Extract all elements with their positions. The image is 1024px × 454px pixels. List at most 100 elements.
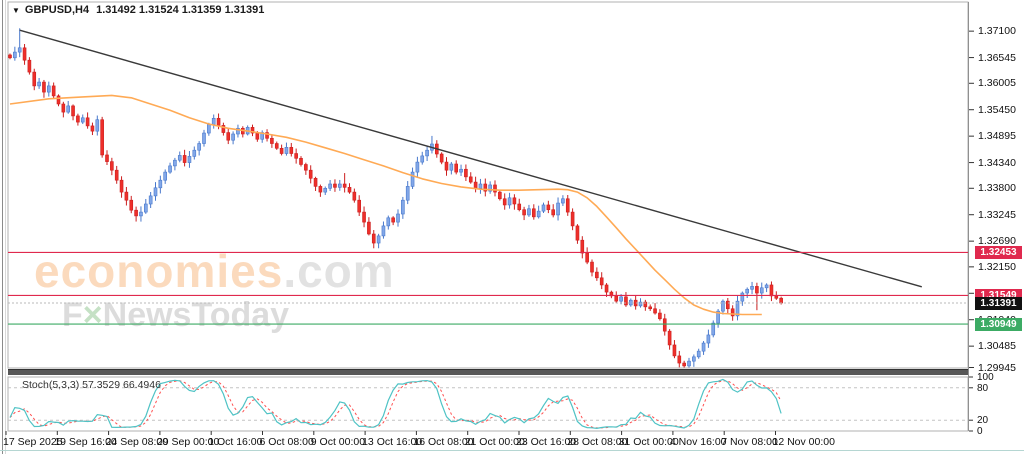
ma-line[interactable] xyxy=(9,94,762,316)
candle-body xyxy=(551,209,556,216)
candle-body xyxy=(313,177,318,187)
candle-body xyxy=(192,149,197,157)
candle-body xyxy=(265,132,269,139)
candle-body xyxy=(129,199,134,211)
candle-body xyxy=(517,203,522,211)
candle-body xyxy=(507,197,512,206)
candle-body xyxy=(595,271,599,279)
candle-body xyxy=(279,147,284,154)
candle-body xyxy=(56,95,61,105)
candle-body xyxy=(439,153,444,163)
candle-body xyxy=(706,334,711,344)
candle-body xyxy=(527,208,531,216)
candle-body xyxy=(464,168,468,178)
watermark-brand: economies xyxy=(34,245,284,297)
watermark: economies.com F×NewsToday xyxy=(34,248,395,332)
candle-body xyxy=(22,47,27,61)
candle-body xyxy=(716,310,720,324)
candle-body xyxy=(415,161,420,173)
candle-body xyxy=(498,191,502,200)
candle-body xyxy=(502,198,507,206)
candle-body xyxy=(357,199,362,213)
stoch-main-line xyxy=(9,378,782,430)
candle-body xyxy=(396,213,400,223)
candle-body xyxy=(352,191,357,201)
candle-body xyxy=(148,195,153,205)
panel-splitter[interactable] xyxy=(8,369,968,375)
candle-body xyxy=(493,184,497,193)
candle-body xyxy=(638,301,643,307)
candlestick-series xyxy=(8,28,783,368)
candle-body xyxy=(619,296,623,302)
candle-body xyxy=(759,287,764,294)
candle-body xyxy=(580,239,585,254)
candle-body xyxy=(624,296,628,306)
candle-body xyxy=(599,277,604,286)
window-left-border-inner xyxy=(5,0,6,454)
candle-body xyxy=(173,159,177,167)
collapse-triangle-icon[interactable]: ▼ xyxy=(12,6,20,15)
candle-body xyxy=(575,225,580,241)
trendline[interactable] xyxy=(19,29,922,288)
candle-body xyxy=(250,127,255,134)
candle-body xyxy=(701,342,706,352)
candle-body xyxy=(696,350,701,358)
candle-body xyxy=(667,330,672,346)
candle-body xyxy=(687,360,691,367)
candle-body xyxy=(216,117,221,126)
candle-body xyxy=(80,117,85,123)
candle-body xyxy=(168,165,172,173)
candle-body xyxy=(110,161,114,171)
candle-body xyxy=(391,217,395,223)
candle-body xyxy=(755,286,759,294)
candle-body xyxy=(207,124,211,134)
candle-body xyxy=(735,300,740,317)
candle-body xyxy=(163,171,167,181)
candle-body xyxy=(677,355,682,364)
candle-body xyxy=(119,179,124,193)
candle-body xyxy=(764,284,769,289)
candle-body xyxy=(648,306,653,310)
chart-title: ▼ GBPUSD,H4 1.31492 1.31524 1.31359 1.3139… xyxy=(12,4,264,16)
candle-body xyxy=(745,288,750,294)
candle-body xyxy=(367,221,371,235)
candle-body xyxy=(488,184,492,192)
candle-body xyxy=(318,186,323,193)
candle-body xyxy=(468,176,473,183)
candle-body xyxy=(114,169,119,181)
candle-body xyxy=(662,318,667,332)
candle-body xyxy=(13,51,17,59)
candle-body xyxy=(672,344,677,357)
candle-body xyxy=(779,297,783,304)
candle-body xyxy=(177,155,182,161)
candle-body xyxy=(90,125,95,132)
candle-body xyxy=(202,132,206,144)
candle-body xyxy=(381,225,386,237)
candle-body xyxy=(255,132,260,140)
candle-body xyxy=(483,183,488,192)
candle-body xyxy=(236,127,240,135)
price-label-box: 1.32453 xyxy=(975,245,1022,259)
candle-body xyxy=(531,208,536,218)
candle-body xyxy=(158,179,163,189)
stoch-signal-line xyxy=(9,380,782,429)
candle-body xyxy=(66,105,70,113)
candle-body xyxy=(231,133,235,141)
candle-body xyxy=(541,204,546,212)
candle-body xyxy=(299,157,303,165)
candle-body xyxy=(454,163,459,173)
candle-body xyxy=(604,284,609,293)
candle-body xyxy=(536,210,541,218)
candle-body xyxy=(182,155,187,163)
candle-body xyxy=(333,183,337,188)
candle-body xyxy=(653,308,657,314)
indicator-label: Stoch(5,3,3) 57.3529 66.4946 xyxy=(22,379,161,391)
candle-body xyxy=(134,209,138,217)
candle-body xyxy=(17,47,22,53)
candle-body xyxy=(473,181,478,189)
candle-body xyxy=(37,81,41,87)
candle-body xyxy=(337,183,342,188)
candle-body xyxy=(76,115,80,123)
ohlc-quotes: 1.31492 1.31524 1.31359 1.31391 xyxy=(96,4,265,16)
